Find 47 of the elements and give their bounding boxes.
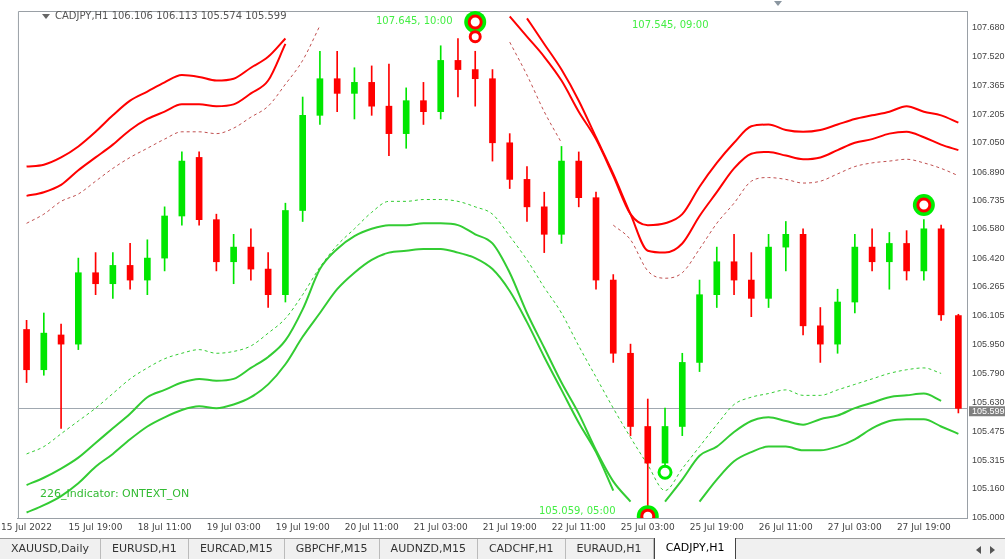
candlestick [454, 38, 462, 98]
x-tick-label: 27 Jul 03:00 [827, 521, 883, 532]
annotation: 107.645, 10:00 [376, 14, 453, 26]
chart-title: CADJPY,H1 106.106 106.113 105.574 105.599 [55, 10, 287, 21]
y-tick-label: 107.520 [972, 51, 1005, 62]
point [468, 30, 482, 44]
x-tick-label: 25 Jul 03:00 [620, 521, 676, 532]
y-tick-label: 105.950 [972, 338, 1005, 349]
x-tick-label: 20 Jul 11:00 [344, 521, 399, 532]
x-tick-label: 21 Jul 19:00 [482, 521, 537, 532]
x-tick-label: 21 Jul 03:00 [413, 521, 468, 532]
x-tick-label: 19 Jul 03:00 [206, 521, 261, 532]
annotation: 105.059, 05:00 [539, 504, 616, 516]
y-tick-label: 107.680 [972, 21, 1005, 32]
text: EURAUD,H1 [565, 539, 654, 559]
y-tick-label: 106.105 [972, 310, 1005, 321]
y-tick-label: 105.160 [972, 483, 1005, 494]
text: EURUSD,H1 [100, 539, 189, 559]
x-tick-label: 15 Jul 2022 [1, 521, 53, 532]
y-tick-label: 105.315 [972, 454, 1005, 465]
text: XAUUSD,Daily [0, 539, 101, 559]
x-tick-label: 22 Jul 11:00 [551, 521, 606, 532]
y-tick-label: 105.630 [972, 397, 1005, 408]
y-tick-label: 106.890 [972, 166, 1005, 177]
x-tick-label: 25 Jul 19:00 [689, 521, 745, 532]
y-tick-label: 106.265 [972, 280, 1005, 291]
candlestick [471, 50, 479, 107]
x-tick-label: 18 Jul 11:00 [137, 521, 192, 532]
text: CADCHF,H1 [477, 539, 566, 559]
x-tick-label: 27 Jul 19:00 [896, 521, 952, 532]
y-tick-label: 107.205 [972, 108, 1005, 119]
y-tick-label: 106.580 [972, 223, 1005, 234]
text: EURCAD,M15 [188, 539, 285, 559]
x-tick-label: 26 Jul 11:00 [758, 521, 814, 532]
y-tick-label: 105.475 [972, 425, 1005, 436]
y-tick-label: 105.790 [972, 367, 1005, 378]
y-tick-label: 107.365 [972, 79, 1005, 90]
y-tick-label: 105.000 [972, 512, 1005, 523]
y-tick-label: 106.735 [972, 194, 1005, 205]
y-tick-label: 107.050 [972, 137, 1005, 148]
annotation: 107.545, 09:00 [632, 18, 709, 30]
text: AUDNZD,M15 [379, 539, 478, 559]
x-tick-label: 19 Jul 19:00 [275, 521, 330, 532]
text: GBPCHF,M15 [284, 539, 380, 559]
x-tick-label: 15 Jul 19:00 [68, 521, 123, 532]
ref-line-label: 105.599 [972, 405, 1005, 416]
y-tick-label: 106.420 [972, 252, 1005, 263]
